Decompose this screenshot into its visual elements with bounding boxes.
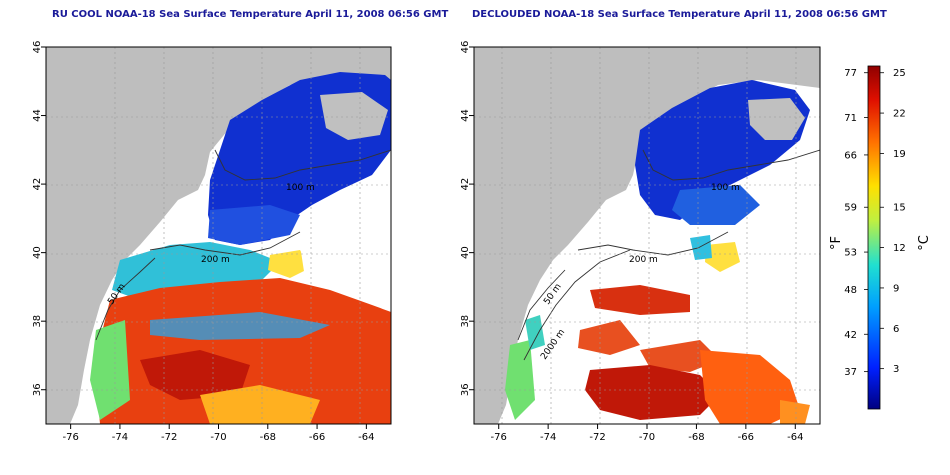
colorbar-celsius-tick-label: 25 [893, 68, 906, 79]
right-isobath-100m [642, 149, 820, 181]
colorbar-fahrenheit-tick-label: 53 [844, 248, 857, 259]
left-lon-tick-label: -76 [62, 432, 78, 443]
right-lat-tick-label: 36 [460, 383, 471, 396]
colorbar-celsius-tick-label: 6 [893, 324, 899, 335]
colorbar-fahrenheit-tick-label: 77 [844, 68, 857, 79]
left-lat-tick-label: 38 [32, 315, 43, 328]
left-lon-tick-label: -68 [260, 432, 276, 443]
colorbar-celsius-label: °C [917, 235, 932, 251]
right-lon-tick-label: -64 [787, 432, 803, 443]
colorbar-celsius-tick-label: 22 [893, 109, 906, 120]
left-map-panel: 100 m 200 m 50 m [46, 47, 391, 424]
colorbar: 25 22 19 15 12 9 6 3 77 71 66 59 53 48 42 37 °F °C [829, 65, 932, 410]
colorbar-fahrenheit-tick-label: 42 [844, 330, 857, 341]
right-lon-tick-label: -72 [589, 432, 605, 443]
left-isobath-200m [149, 231, 301, 256]
right-lat-tick-label: 38 [460, 315, 471, 328]
colorbar-fahrenheit-tick-label: 71 [844, 113, 857, 124]
left-map-axes: -76 -74 -72 -70 -68 -66 -64 46 44 42 40 38 36 [32, 41, 375, 443]
right-map-panel: 100 m 200 m 50 m 2000 m [474, 47, 820, 424]
left-lon-tick-label: -74 [112, 432, 128, 443]
left-lat-tick-label: 40 [32, 246, 43, 259]
colorbar-fahrenheit-label: °F [829, 236, 844, 250]
right-warm-water [585, 365, 720, 420]
right-lat-tick-label: 42 [460, 178, 471, 191]
right-lat-tick-label: 46 [460, 41, 471, 54]
colorbar-gradient [867, 65, 881, 410]
left-lat-tick-label: 42 [32, 178, 43, 191]
right-lat-tick-label: 40 [460, 246, 471, 259]
left-lon-tick-label: -70 [210, 432, 226, 443]
right-label-100m: 100 m [711, 183, 740, 193]
right-lat-tick-label: 44 [460, 109, 471, 122]
right-lon-tick-label: -66 [738, 432, 754, 443]
right-lon-tick-label: -68 [688, 432, 704, 443]
colorbar-celsius-tick-label: 19 [893, 149, 906, 160]
colorbar-celsius-tick-label: 3 [893, 364, 899, 375]
right-isobath-2000m [523, 249, 631, 361]
left-land-mass [46, 47, 391, 424]
right-lon-tick-label: -70 [639, 432, 655, 443]
left-map-title: RU COOL NOAA-18 Sea Surface Temperature … [52, 9, 449, 20]
left-label-200m: 200 m [201, 255, 230, 265]
right-map-title: DECLOUDED NOAA-18 Sea Surface Temperatur… [472, 9, 887, 20]
left-label-100m: 100 m [286, 183, 315, 193]
colorbar-fahrenheit-tick-label: 37 [844, 367, 857, 378]
colorbar-fahrenheit-tick-label: 48 [844, 285, 857, 296]
left-isobath-shelf [95, 257, 156, 341]
left-lon-tick-label: -64 [358, 432, 374, 443]
left-isobath-100m [214, 149, 391, 181]
right-lon-tick-label: -76 [491, 432, 507, 443]
right-label-200m: 200 m [629, 255, 658, 265]
left-lon-tick-label: -72 [161, 432, 177, 443]
left-lon-tick-label: -66 [309, 432, 325, 443]
left-lat-tick-label: 44 [32, 109, 43, 122]
right-warm-patch [590, 285, 690, 315]
right-land-mass [474, 47, 820, 424]
right-lon-tick-label: -74 [540, 432, 556, 443]
colorbar-fahrenheit-tick-label: 66 [844, 150, 857, 161]
right-isobath-200m [577, 231, 729, 256]
left-lat-tick-label: 36 [32, 383, 43, 396]
right-map-axes: -76 -74 -72 -70 -68 -66 -64 46 44 42 40 38 36 [460, 41, 803, 443]
colorbar-celsius-tick-label: 15 [893, 203, 906, 214]
colorbar-celsius-tick-label: 9 [893, 283, 899, 294]
colorbar-fahrenheit-tick-label: 59 [844, 203, 857, 214]
colorbar-celsius-tick-label: 12 [893, 243, 906, 254]
left-lat-tick-label: 46 [32, 41, 43, 54]
